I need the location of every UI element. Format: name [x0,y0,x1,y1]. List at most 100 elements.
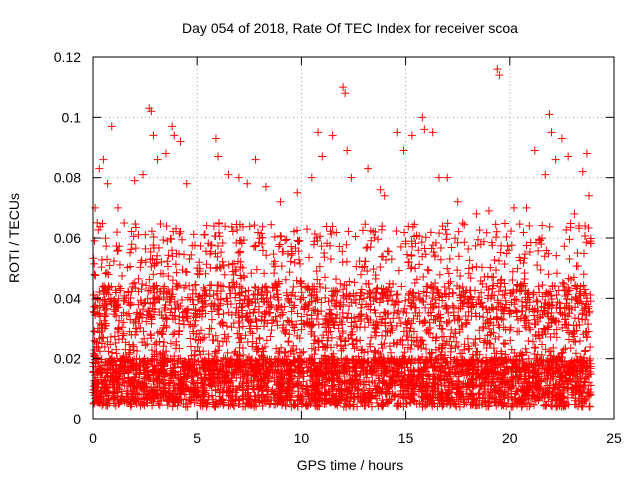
data-point [160,338,169,347]
data-point [202,260,211,269]
data-point [238,322,247,331]
data-point [404,257,413,266]
data-point [296,259,305,268]
data-point [94,343,103,352]
data-point [267,220,276,229]
data-point [164,396,173,405]
data-point [348,334,357,343]
data-point [358,226,367,235]
data-point [218,318,227,327]
data-point [181,281,190,290]
data-point [189,230,198,239]
data-point [374,235,383,244]
data-point [545,347,554,356]
data-point [421,345,430,354]
data-point [443,219,452,228]
data-point [418,336,427,345]
data-point [409,336,418,345]
data-point [250,221,259,230]
data-point [287,251,296,260]
data-point [467,390,476,399]
data-point [535,288,544,297]
data-point [332,340,341,349]
data-point [200,230,209,239]
data-point [504,246,513,255]
data-point [283,316,292,325]
data-point [114,282,123,291]
data-point [102,242,111,251]
data-point [309,339,318,348]
data-point [489,344,498,353]
data-point [166,339,175,348]
data-point [276,231,285,240]
data-point [131,220,140,229]
data-point [409,314,418,323]
data-point [528,305,537,314]
data-point [560,242,569,251]
data-point [99,334,108,343]
data-point [120,291,129,300]
data-point [503,242,512,251]
data-point [160,282,169,291]
data-point [337,346,346,355]
data-point [207,281,216,290]
data-point [436,255,445,264]
data-point [322,222,331,231]
data-point [143,339,152,348]
data-point [413,311,422,320]
data-point [202,221,211,230]
data-point [581,346,590,355]
data-point [534,282,543,291]
data-point [159,235,168,244]
data-point [481,336,490,345]
data-point [180,250,189,259]
data-points [89,65,595,411]
data-point [269,250,278,259]
data-point [411,239,420,248]
data-point [538,221,547,230]
data-point [296,278,305,287]
data-point [474,235,483,244]
data-point [387,255,396,264]
data-point [367,333,376,342]
data-point [373,284,382,293]
data-point [358,386,367,395]
data-point [127,245,136,254]
data-point [477,288,486,297]
data-point [363,267,372,276]
data-point [580,249,589,258]
data-point [334,324,343,333]
data-point [372,319,381,328]
data-point [525,248,534,257]
data-point [396,242,405,251]
data-point [332,228,341,237]
data-point [146,330,155,339]
data-point [299,347,308,356]
data-point [134,230,143,239]
data-point [556,308,565,317]
data-point [267,326,276,335]
data-point [278,310,287,319]
data-point [518,302,527,311]
data-point [289,282,298,291]
data-point [573,248,582,257]
data-point [542,400,551,409]
data-point [119,331,128,340]
data-point [443,264,452,273]
data-point [146,247,155,256]
data-point [370,306,379,315]
data-point [545,222,554,231]
data-point [125,340,134,349]
data-point [334,380,343,389]
data-point [269,292,278,301]
data-point [396,319,405,328]
data-point [427,244,436,253]
data-point [131,244,140,253]
data-point [219,309,228,318]
chart-title: Day 054 of 2018, Rate Of TEC Index for r… [182,20,518,36]
data-point [327,309,336,318]
data-point [468,263,477,272]
data-point [367,392,376,401]
data-point [164,272,173,281]
data-point [140,334,149,343]
